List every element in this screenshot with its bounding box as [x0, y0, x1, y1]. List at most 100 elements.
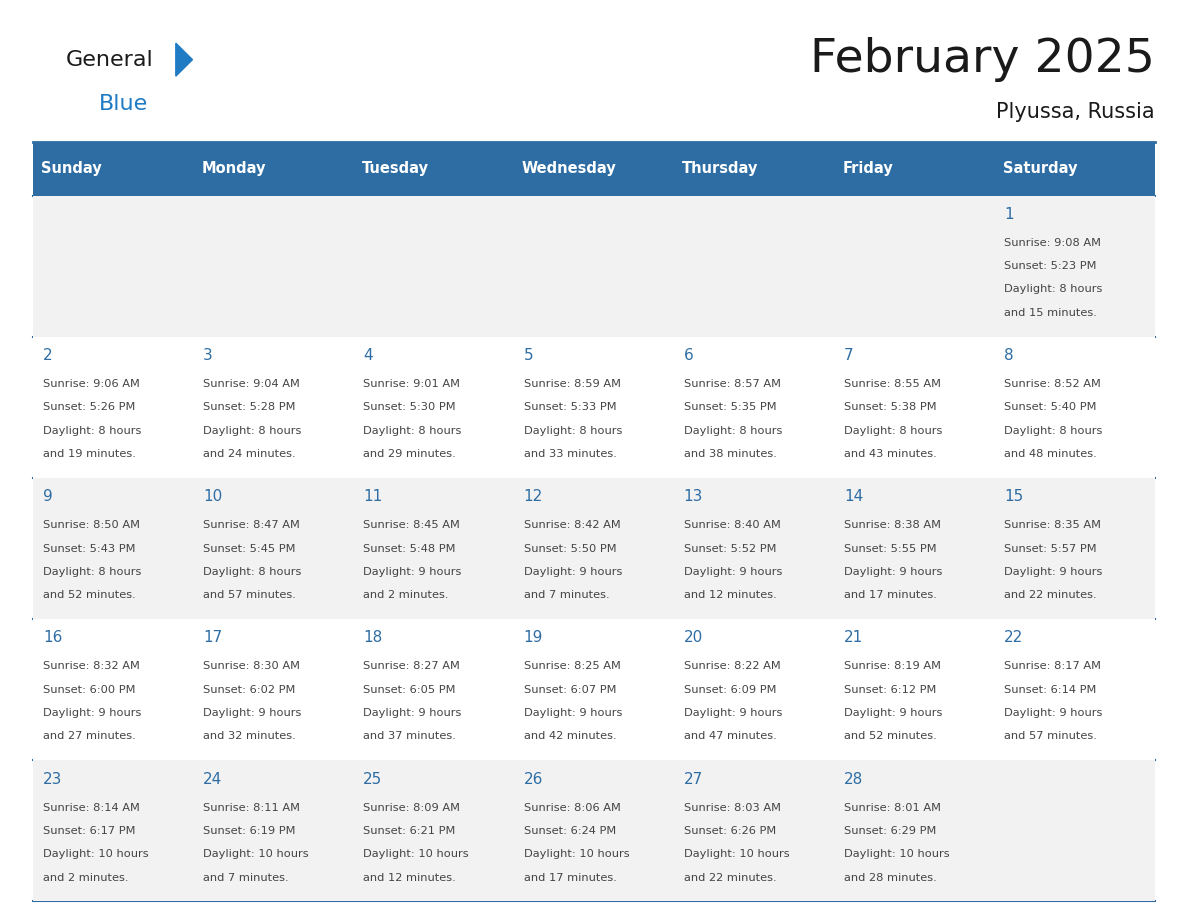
Text: Sunrise: 8:14 AM: Sunrise: 8:14 AM [43, 802, 140, 812]
Text: Sunrise: 8:45 AM: Sunrise: 8:45 AM [364, 521, 460, 531]
Text: and 29 minutes.: and 29 minutes. [364, 449, 456, 459]
Text: Sunrise: 8:09 AM: Sunrise: 8:09 AM [364, 802, 460, 812]
Text: and 27 minutes.: and 27 minutes. [43, 732, 135, 742]
Text: and 28 minutes.: and 28 minutes. [843, 872, 936, 882]
Text: Sunset: 6:14 PM: Sunset: 6:14 PM [1004, 685, 1097, 695]
Text: Sunset: 5:38 PM: Sunset: 5:38 PM [843, 402, 936, 412]
Text: Daylight: 10 hours: Daylight: 10 hours [843, 849, 949, 859]
Text: 7: 7 [843, 348, 853, 363]
Text: and 19 minutes.: and 19 minutes. [43, 449, 135, 459]
Text: and 12 minutes.: and 12 minutes. [364, 872, 456, 882]
Text: 2: 2 [43, 348, 52, 363]
Text: and 57 minutes.: and 57 minutes. [203, 590, 296, 600]
Text: Daylight: 10 hours: Daylight: 10 hours [203, 849, 309, 859]
Text: and 17 minutes.: and 17 minutes. [843, 590, 937, 600]
Text: Sunset: 5:50 PM: Sunset: 5:50 PM [524, 543, 617, 554]
Text: Sunset: 5:23 PM: Sunset: 5:23 PM [1004, 262, 1097, 271]
Text: Sunrise: 8:30 AM: Sunrise: 8:30 AM [203, 662, 301, 671]
Text: Sunrise: 8:42 AM: Sunrise: 8:42 AM [524, 521, 620, 531]
Text: and 48 minutes.: and 48 minutes. [1004, 449, 1097, 459]
Text: Sunset: 6:26 PM: Sunset: 6:26 PM [684, 826, 776, 836]
Text: Daylight: 10 hours: Daylight: 10 hours [524, 849, 630, 859]
Text: Sunrise: 9:06 AM: Sunrise: 9:06 AM [43, 379, 140, 389]
Text: Sunset: 5:30 PM: Sunset: 5:30 PM [364, 402, 456, 412]
Text: Sunset: 5:43 PM: Sunset: 5:43 PM [43, 543, 135, 554]
Text: Daylight: 8 hours: Daylight: 8 hours [684, 426, 782, 436]
Text: 24: 24 [203, 772, 222, 787]
Text: Daylight: 9 hours: Daylight: 9 hours [364, 708, 462, 718]
Text: Sunset: 5:26 PM: Sunset: 5:26 PM [43, 402, 135, 412]
Text: Sunrise: 8:50 AM: Sunrise: 8:50 AM [43, 521, 140, 531]
Text: Sunrise: 9:08 AM: Sunrise: 9:08 AM [1004, 238, 1101, 248]
Text: Daylight: 9 hours: Daylight: 9 hours [364, 566, 462, 577]
Text: Sunrise: 8:11 AM: Sunrise: 8:11 AM [203, 802, 301, 812]
Text: Saturday: Saturday [1003, 162, 1078, 176]
Text: Sunset: 5:57 PM: Sunset: 5:57 PM [1004, 543, 1097, 554]
Text: Sunday: Sunday [42, 162, 102, 176]
Text: and 24 minutes.: and 24 minutes. [203, 449, 296, 459]
Text: 28: 28 [843, 772, 864, 787]
Text: Daylight: 8 hours: Daylight: 8 hours [1004, 426, 1102, 436]
Text: and 37 minutes.: and 37 minutes. [364, 732, 456, 742]
Text: 5: 5 [524, 348, 533, 363]
Text: Sunset: 5:35 PM: Sunset: 5:35 PM [684, 402, 776, 412]
Text: Daylight: 8 hours: Daylight: 8 hours [203, 426, 302, 436]
Text: February 2025: February 2025 [810, 37, 1155, 83]
Text: 18: 18 [364, 631, 383, 645]
Text: 11: 11 [364, 489, 383, 504]
Text: Daylight: 9 hours: Daylight: 9 hours [843, 708, 942, 718]
Text: and 2 minutes.: and 2 minutes. [43, 872, 128, 882]
Text: Sunset: 5:45 PM: Sunset: 5:45 PM [203, 543, 296, 554]
Text: Sunrise: 8:57 AM: Sunrise: 8:57 AM [684, 379, 781, 389]
Text: and 52 minutes.: and 52 minutes. [843, 732, 936, 742]
Text: Daylight: 9 hours: Daylight: 9 hours [524, 566, 621, 577]
Text: 10: 10 [203, 489, 222, 504]
Text: 19: 19 [524, 631, 543, 645]
Text: and 22 minutes.: and 22 minutes. [1004, 590, 1097, 600]
Text: Daylight: 8 hours: Daylight: 8 hours [524, 426, 621, 436]
Text: Sunset: 5:52 PM: Sunset: 5:52 PM [684, 543, 776, 554]
Text: General: General [65, 50, 153, 70]
Text: Sunset: 5:28 PM: Sunset: 5:28 PM [203, 402, 296, 412]
Text: and 22 minutes.: and 22 minutes. [684, 872, 776, 882]
Text: Sunrise: 8:17 AM: Sunrise: 8:17 AM [1004, 662, 1101, 671]
Text: 3: 3 [203, 348, 213, 363]
Text: Sunrise: 8:32 AM: Sunrise: 8:32 AM [43, 662, 140, 671]
Text: 26: 26 [524, 772, 543, 787]
Text: Blue: Blue [99, 94, 147, 114]
Text: Daylight: 9 hours: Daylight: 9 hours [684, 566, 782, 577]
Text: Daylight: 9 hours: Daylight: 9 hours [684, 708, 782, 718]
Text: Monday: Monday [202, 162, 266, 176]
Text: Sunset: 6:17 PM: Sunset: 6:17 PM [43, 826, 135, 836]
Text: Sunset: 5:33 PM: Sunset: 5:33 PM [524, 402, 617, 412]
Text: 22: 22 [1004, 631, 1023, 645]
Text: and 7 minutes.: and 7 minutes. [524, 590, 609, 600]
Text: Sunset: 6:02 PM: Sunset: 6:02 PM [203, 685, 296, 695]
Text: Sunset: 6:21 PM: Sunset: 6:21 PM [364, 826, 456, 836]
Text: Sunset: 5:55 PM: Sunset: 5:55 PM [843, 543, 936, 554]
Text: Daylight: 10 hours: Daylight: 10 hours [364, 849, 469, 859]
Text: Friday: Friday [842, 162, 893, 176]
Text: and 52 minutes.: and 52 minutes. [43, 590, 135, 600]
Text: Sunrise: 8:22 AM: Sunrise: 8:22 AM [684, 662, 781, 671]
Text: Daylight: 10 hours: Daylight: 10 hours [43, 849, 148, 859]
Text: Daylight: 8 hours: Daylight: 8 hours [364, 426, 462, 436]
Text: 13: 13 [684, 489, 703, 504]
Text: and 38 minutes.: and 38 minutes. [684, 449, 777, 459]
Text: Sunrise: 8:27 AM: Sunrise: 8:27 AM [364, 662, 460, 671]
Text: 20: 20 [684, 631, 703, 645]
Text: Daylight: 8 hours: Daylight: 8 hours [43, 426, 141, 436]
Text: and 57 minutes.: and 57 minutes. [1004, 732, 1097, 742]
Text: Sunrise: 8:55 AM: Sunrise: 8:55 AM [843, 379, 941, 389]
Text: and 33 minutes.: and 33 minutes. [524, 449, 617, 459]
Text: 9: 9 [43, 489, 52, 504]
Text: Sunset: 6:05 PM: Sunset: 6:05 PM [364, 685, 456, 695]
Text: Sunrise: 8:52 AM: Sunrise: 8:52 AM [1004, 379, 1101, 389]
Text: Sunset: 6:12 PM: Sunset: 6:12 PM [843, 685, 936, 695]
Text: Sunrise: 9:04 AM: Sunrise: 9:04 AM [203, 379, 299, 389]
Text: Sunrise: 8:25 AM: Sunrise: 8:25 AM [524, 662, 620, 671]
Text: Daylight: 10 hours: Daylight: 10 hours [684, 849, 789, 859]
Text: and 42 minutes.: and 42 minutes. [524, 732, 617, 742]
Text: 27: 27 [684, 772, 703, 787]
Text: and 7 minutes.: and 7 minutes. [203, 872, 289, 882]
